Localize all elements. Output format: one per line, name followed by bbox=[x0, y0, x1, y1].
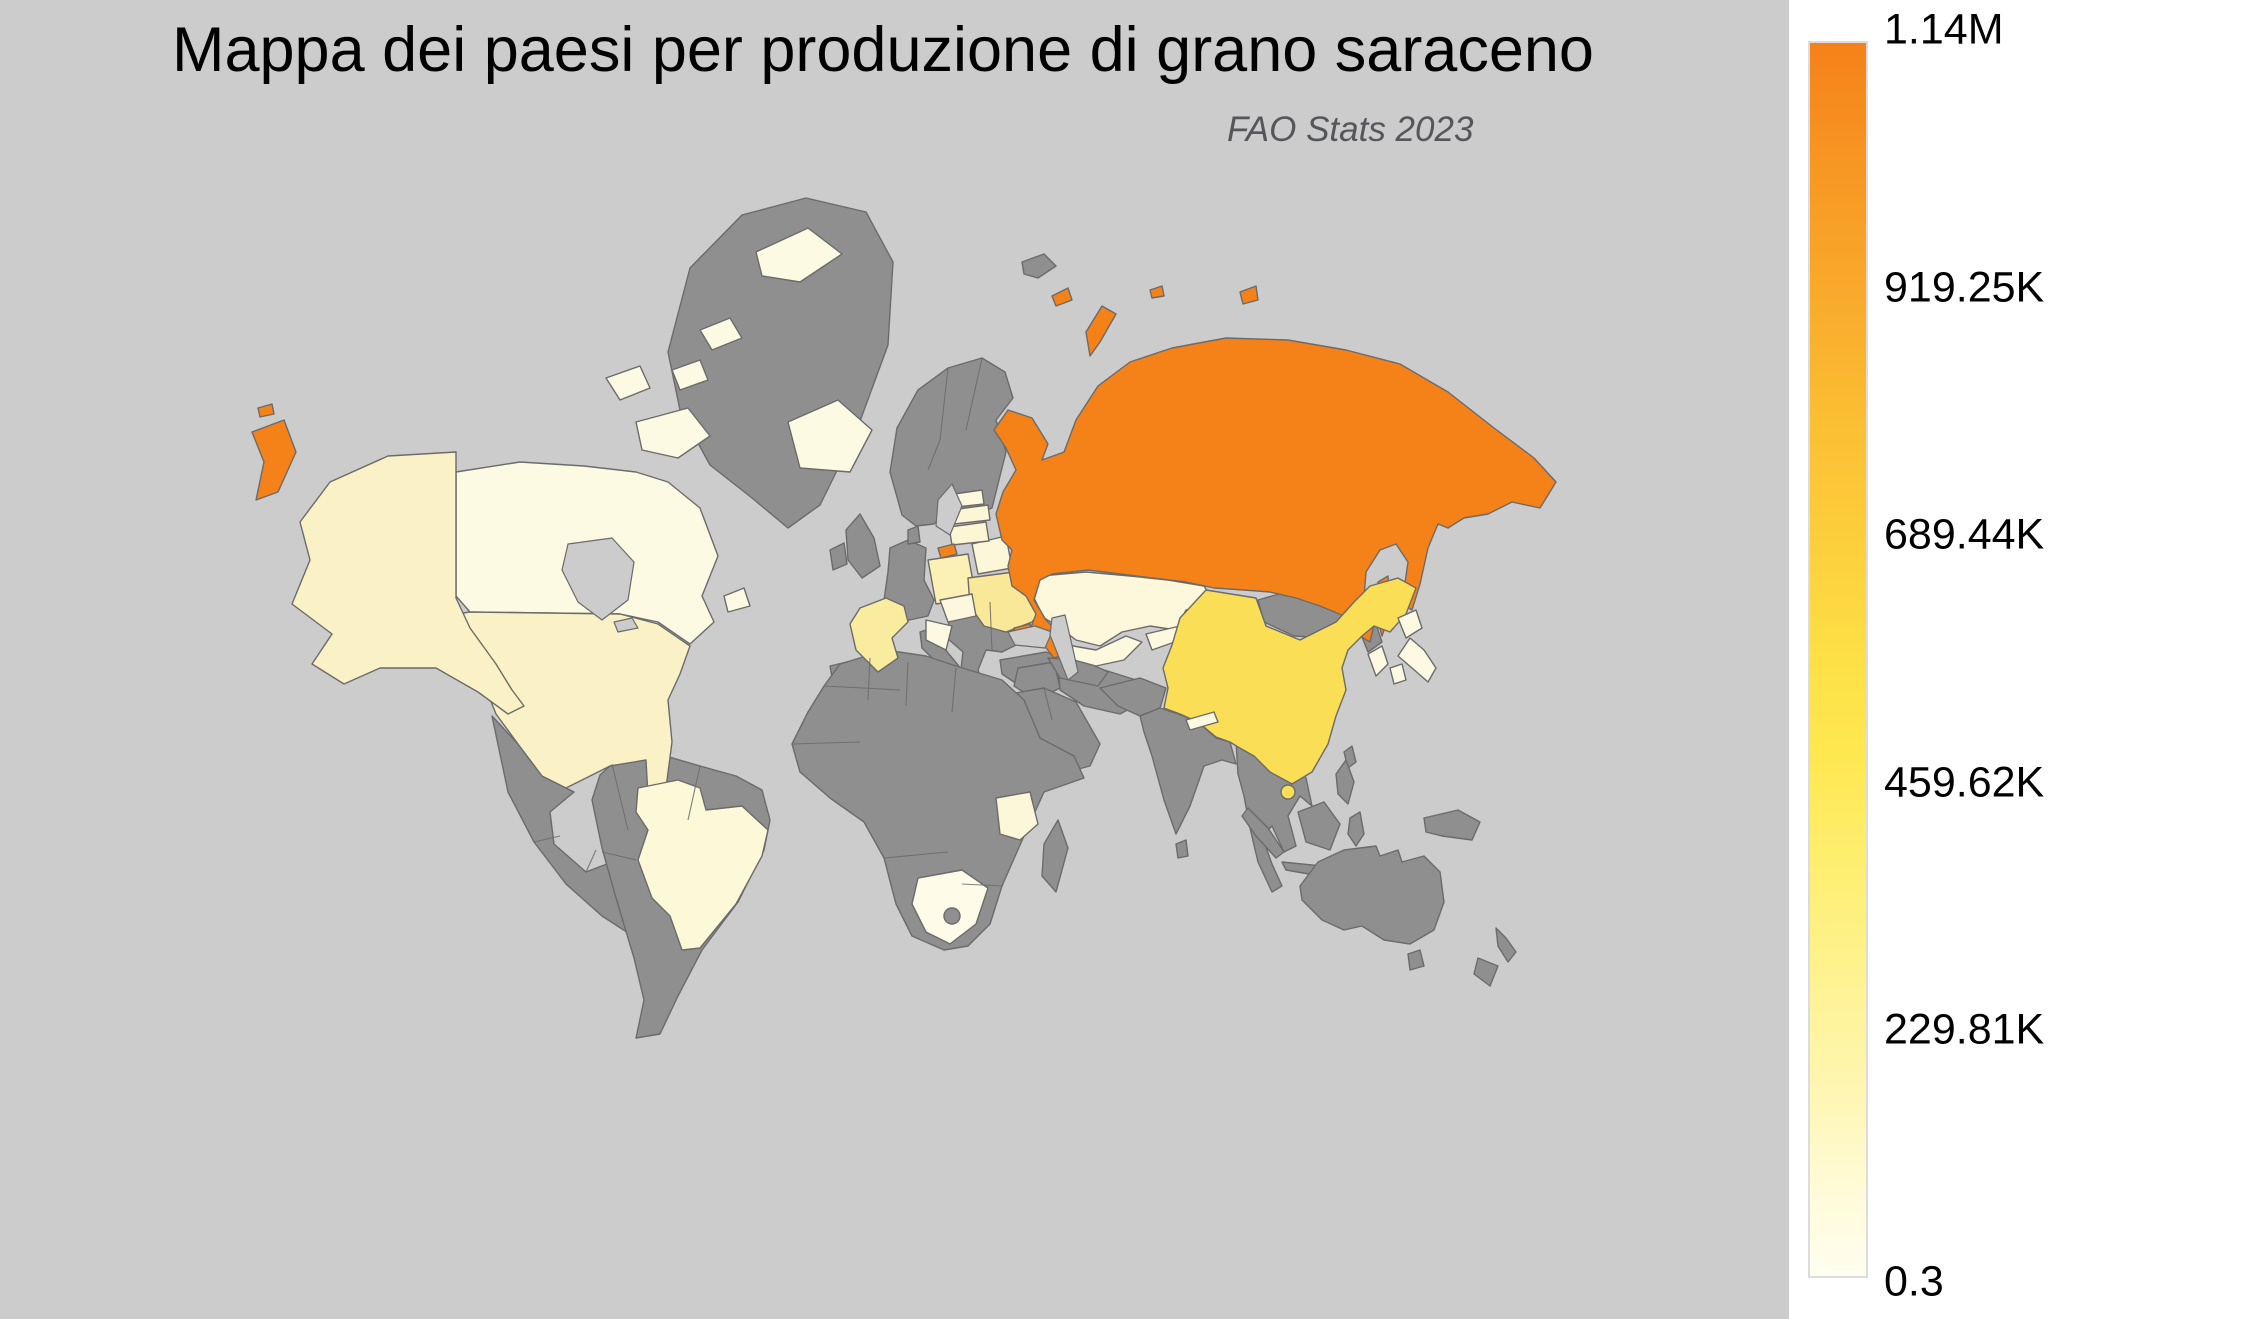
country-france[interactable] bbox=[849, 597, 909, 673]
country-usa-mainland[interactable] bbox=[455, 611, 691, 805]
landmass-srilanka bbox=[1175, 839, 1189, 859]
country-croatia-bosnia[interactable] bbox=[925, 619, 953, 651]
map-plot-area: Mappa dei paesi per produzione di grano … bbox=[0, 0, 1789, 1319]
chart-subtitle: FAO Stats 2023 bbox=[1227, 110, 1474, 149]
country-slovakia-hungary[interactable] bbox=[939, 593, 977, 623]
water-baltic-sea bbox=[935, 483, 963, 536]
country-canada-victoria-island[interactable] bbox=[635, 407, 711, 459]
water-great-lakes bbox=[613, 617, 639, 633]
landmass-central-europe-gray bbox=[883, 539, 935, 623]
colorbar-legend: 1.14M 919.25K 689.44K 459.62K 229.81K 0.… bbox=[1789, 0, 2268, 1319]
landmass-uk bbox=[845, 513, 881, 579]
country-china-hainan[interactable] bbox=[1280, 784, 1296, 800]
landmass-madagascar bbox=[1041, 819, 1069, 893]
landmass-ireland bbox=[829, 542, 848, 571]
landmass-denmark bbox=[907, 525, 921, 545]
landmass-svalbard bbox=[1021, 253, 1057, 279]
country-china[interactable] bbox=[1162, 577, 1417, 785]
country-russia-chukotka-west[interactable] bbox=[251, 419, 297, 501]
colorbar-gradient bbox=[1808, 41, 1868, 1278]
country-brazil[interactable] bbox=[635, 779, 769, 951]
country-usa-alaska[interactable] bbox=[291, 451, 525, 715]
country-tanzania[interactable] bbox=[995, 791, 1039, 841]
colorbar-tick-label: 459.62K bbox=[1884, 758, 2045, 807]
chart-title: Mappa dei paesi per produzione di grano … bbox=[172, 15, 1594, 85]
landmass-new-guinea bbox=[1423, 809, 1481, 841]
country-russia-chukotka-west-2[interactable] bbox=[257, 403, 275, 418]
country-japan-hokkaido[interactable] bbox=[1397, 609, 1423, 639]
water-hudson-bay bbox=[561, 537, 635, 621]
country-russia-arctic-island-2[interactable] bbox=[1149, 285, 1165, 299]
colorbar-tick-label: 229.81K bbox=[1884, 1005, 2045, 1054]
country-lithuania[interactable] bbox=[948, 521, 990, 546]
world-map bbox=[251, 197, 1557, 1039]
country-japan-honshu[interactable] bbox=[1397, 637, 1437, 683]
country-russia-novaya-zemlya[interactable] bbox=[1085, 305, 1117, 357]
country-canada-arctic-island-1[interactable] bbox=[699, 317, 743, 351]
country-russia-kaliningrad[interactable] bbox=[937, 543, 958, 559]
landmass-lesotho bbox=[943, 907, 961, 925]
country-canada-ellesmere[interactable] bbox=[755, 227, 843, 283]
country-canada-arctic-island-2[interactable] bbox=[671, 359, 709, 391]
landmass-sulawesi bbox=[1347, 811, 1365, 847]
landmass-africa bbox=[791, 649, 1085, 951]
colorbar-tick-label: 919.25K bbox=[1884, 263, 2045, 312]
country-south-africa[interactable] bbox=[911, 869, 989, 945]
water-caspian-sea bbox=[1049, 614, 1079, 681]
landmass-philippines bbox=[1335, 759, 1355, 805]
landmass-sumatra bbox=[1241, 807, 1285, 859]
colorbar-tick-label: 689.44K bbox=[1884, 510, 2045, 559]
landmass-new-zealand-south bbox=[1473, 957, 1499, 987]
colorbar-tick-label: 0.3 bbox=[1884, 1257, 1944, 1306]
country-russia-severnaya-zemlya[interactable] bbox=[1239, 285, 1259, 305]
landmass-new-zealand-north bbox=[1495, 927, 1517, 963]
internal-borders bbox=[533, 357, 1053, 887]
country-canada-banks-island[interactable] bbox=[605, 365, 651, 401]
country-nepal-bhutan[interactable] bbox=[1185, 711, 1219, 731]
landmass-borneo bbox=[1297, 801, 1341, 851]
landmass-tasmania bbox=[1407, 949, 1425, 971]
country-russia-arctic-island-1[interactable] bbox=[1051, 287, 1073, 307]
country-canada-newfoundland[interactable] bbox=[723, 587, 751, 613]
landmass-australia bbox=[1299, 845, 1445, 945]
colorbar-tick-label: 1.14M bbox=[1884, 5, 2004, 54]
country-south-korea[interactable] bbox=[1367, 645, 1389, 677]
country-uzbekistan[interactable] bbox=[1061, 635, 1143, 667]
country-japan-kyushu[interactable] bbox=[1389, 663, 1407, 685]
country-canada-baffin[interactable] bbox=[787, 399, 873, 473]
water-black-sea bbox=[1007, 625, 1053, 649]
